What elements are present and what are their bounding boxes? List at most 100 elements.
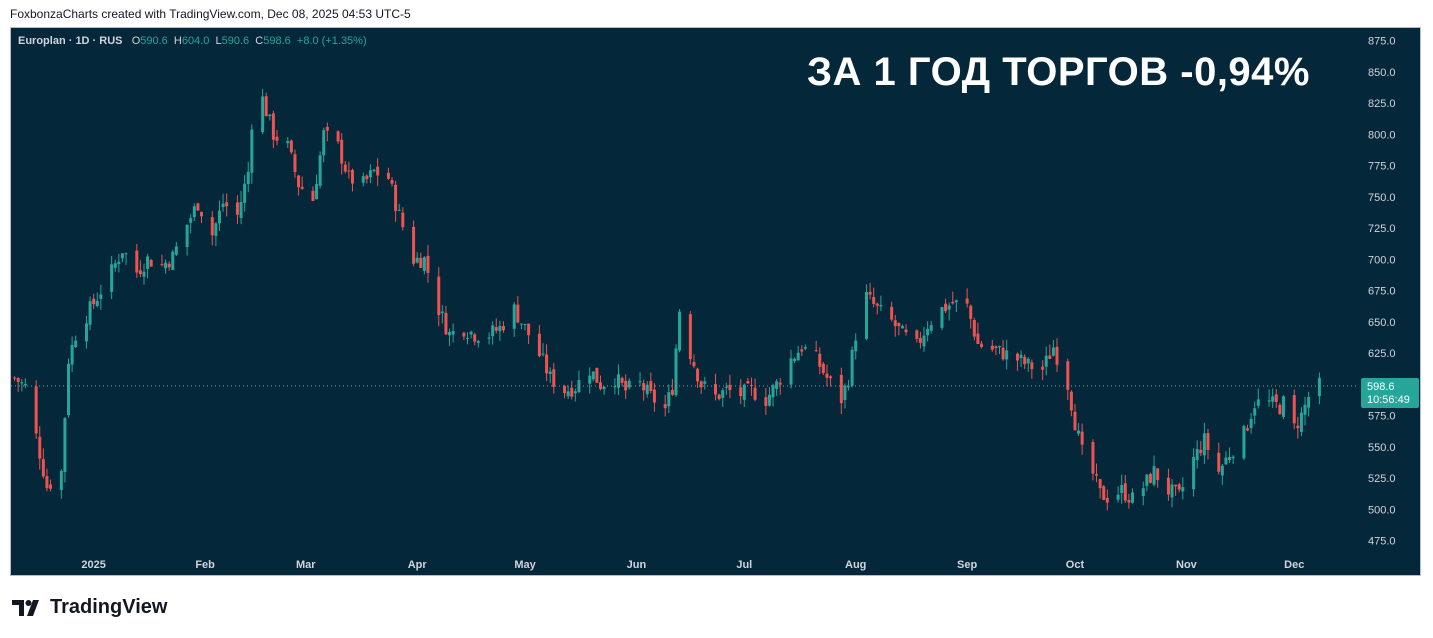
candle-body — [34, 386, 38, 434]
candle-body — [466, 337, 470, 339]
candle-body — [1120, 485, 1124, 493]
candle-body — [1145, 474, 1149, 486]
candle-body — [1069, 391, 1073, 411]
candle-body — [473, 334, 477, 342]
chart-frame[interactable]: 875.0 850.0 825.0 800.0 775.0 750.0 725.0 700.0… — [10, 27, 1421, 576]
candle-body — [386, 172, 390, 179]
candle-body — [120, 253, 124, 259]
candle-body — [1041, 366, 1045, 370]
candle-body — [1030, 362, 1034, 370]
candle-body — [674, 348, 678, 396]
candle-body — [541, 353, 545, 355]
last-price-value: 598.6 — [1367, 381, 1395, 393]
candle-body — [372, 169, 376, 172]
candle-body — [1026, 358, 1030, 364]
candle-body — [264, 96, 268, 117]
candle-body — [527, 323, 531, 336]
candle-body — [390, 180, 394, 184]
y-tick-label: 500.0 — [1368, 504, 1396, 516]
candle-body — [821, 363, 825, 373]
candle-body — [1267, 400, 1271, 402]
candle-body — [944, 303, 948, 312]
candle-body — [1023, 356, 1027, 365]
candle-body — [929, 325, 933, 331]
candle-body — [519, 323, 523, 325]
x-tick-label: Jul — [736, 559, 752, 571]
candle-body — [850, 349, 854, 386]
y-tick-label: 525.0 — [1368, 473, 1396, 485]
candle-body — [415, 257, 419, 263]
candle-body — [84, 323, 88, 342]
x-tick-label: Jun — [627, 559, 647, 571]
candle-body — [437, 276, 441, 316]
candle-body — [1170, 484, 1174, 498]
candle-body — [1296, 425, 1300, 429]
candle-body — [796, 352, 800, 361]
candle-body — [890, 306, 894, 320]
candle-body — [235, 202, 239, 215]
legend-open-label: O — [131, 35, 141, 47]
candle-body — [99, 294, 103, 299]
y-tick-label: 550.0 — [1368, 442, 1396, 454]
candle-body — [897, 322, 901, 326]
candle-body — [167, 263, 171, 268]
candle-body — [516, 304, 520, 323]
candle-body — [340, 139, 344, 164]
candle-body — [652, 389, 656, 403]
candle-body — [1102, 486, 1106, 500]
candle-body — [803, 347, 807, 349]
candle-body — [663, 404, 667, 409]
last-price-tag — [1361, 378, 1419, 408]
candle-body — [739, 387, 743, 397]
candle-body — [696, 368, 700, 382]
legend-close: 598.6 — [263, 35, 291, 47]
legend-change: +8.0 (+1.35%) — [296, 35, 367, 47]
countdown-timer: 10:56:49 — [1367, 394, 1410, 406]
candle-body — [1303, 404, 1307, 415]
candle-body — [1206, 433, 1210, 450]
candlestick-chart[interactable]: 875.0 850.0 825.0 800.0 775.0 750.0 725.0 700.0… — [11, 28, 1421, 576]
candle-body — [563, 385, 567, 394]
candle-body — [1073, 411, 1077, 431]
candle-body — [376, 166, 380, 176]
candle-body — [361, 176, 365, 183]
candle-body — [347, 170, 351, 172]
x-tick-label: Mar — [296, 559, 316, 571]
candle-body — [171, 251, 175, 271]
candle-body — [1177, 484, 1181, 490]
candle-body — [879, 304, 883, 307]
candle-body — [70, 344, 74, 365]
candle-body — [1098, 479, 1102, 489]
candle-body — [243, 183, 247, 203]
candle-body — [67, 363, 71, 416]
candle-body — [1278, 404, 1282, 415]
candle-body — [599, 382, 603, 390]
candle-body — [189, 218, 193, 223]
candle-body — [1095, 474, 1099, 476]
candle-body — [23, 383, 27, 386]
candle-body — [969, 305, 973, 319]
candle-body — [110, 264, 114, 292]
candle-body — [1015, 353, 1019, 361]
candle-body — [688, 314, 692, 360]
candle-body — [250, 129, 254, 173]
candle-body — [92, 298, 96, 305]
candle-body — [138, 270, 142, 275]
candle-body — [847, 386, 851, 388]
candle-body — [1141, 488, 1145, 497]
y-tick-label: 825.0 — [1368, 98, 1396, 110]
tradingview-logo-icon — [12, 599, 39, 616]
candle-body — [1307, 397, 1311, 408]
candle-body — [41, 459, 45, 477]
candle-body — [1256, 399, 1260, 406]
candle-body — [221, 203, 225, 208]
candle-body — [1048, 355, 1052, 359]
candle-body — [451, 331, 455, 335]
y-tick-label: 725.0 — [1368, 223, 1396, 235]
candle-body — [1195, 448, 1199, 460]
candle-body — [714, 384, 718, 395]
candle-body — [1005, 350, 1009, 360]
candle-body — [566, 391, 570, 397]
candle-body — [13, 377, 17, 379]
candle-body — [1077, 430, 1081, 434]
